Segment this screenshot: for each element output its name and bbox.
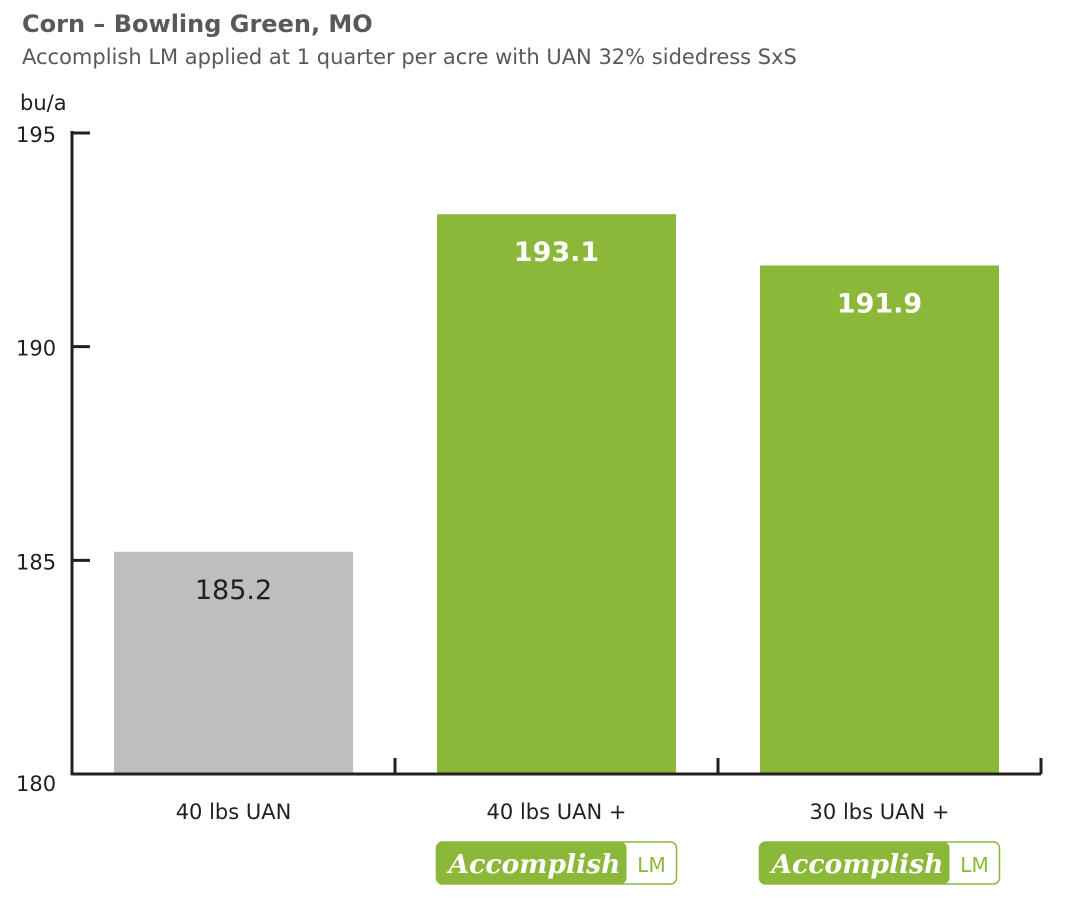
y-tick-label-195: 195 — [16, 123, 56, 147]
bar-value-label-2: 193.1 — [514, 237, 599, 268]
y-tick-label-185: 185 — [16, 550, 56, 574]
bar-3 — [760, 265, 999, 774]
accomplish-lm-logo-2: Accomplish LM — [435, 841, 678, 885]
axes-layer — [70, 131, 1043, 776]
accomplish-lm-logo-3: Accomplish LM — [758, 841, 1001, 885]
category-label-3: 30 lbs UAN + — [810, 800, 950, 824]
badge-fill — [759, 842, 950, 884]
y-tick-label-180: 180 — [16, 772, 56, 796]
category-label-2: 40 lbs UAN + — [487, 800, 627, 824]
badge-brand-suffix: LM — [637, 853, 665, 877]
bar-1 — [114, 551, 353, 774]
bar-2 — [437, 214, 676, 774]
chart-title: Corn – Bowling Green, MO — [22, 10, 373, 38]
badge-brand-script: Accomplish — [445, 850, 620, 880]
badge-brand-script: Accomplish — [768, 850, 943, 880]
bar-value-label-1: 185.2 — [195, 575, 272, 606]
badge-fill — [436, 842, 627, 884]
bar-value-label-3: 191.9 — [837, 288, 922, 319]
category-label-1: 40 lbs UAN — [176, 800, 292, 824]
y-tick-label-190: 190 — [16, 337, 56, 361]
chart-subtitle: Accomplish LM applied at 1 quarter per a… — [22, 45, 797, 69]
labels-layer: 185.2 40 lbs UAN 193.1 40 lbs UAN + Accompli… — [16, 123, 1001, 885]
y-axis-unit-label: bu/a — [20, 91, 67, 115]
badge-brand-suffix: LM — [960, 853, 988, 877]
bars-layer — [114, 214, 999, 774]
